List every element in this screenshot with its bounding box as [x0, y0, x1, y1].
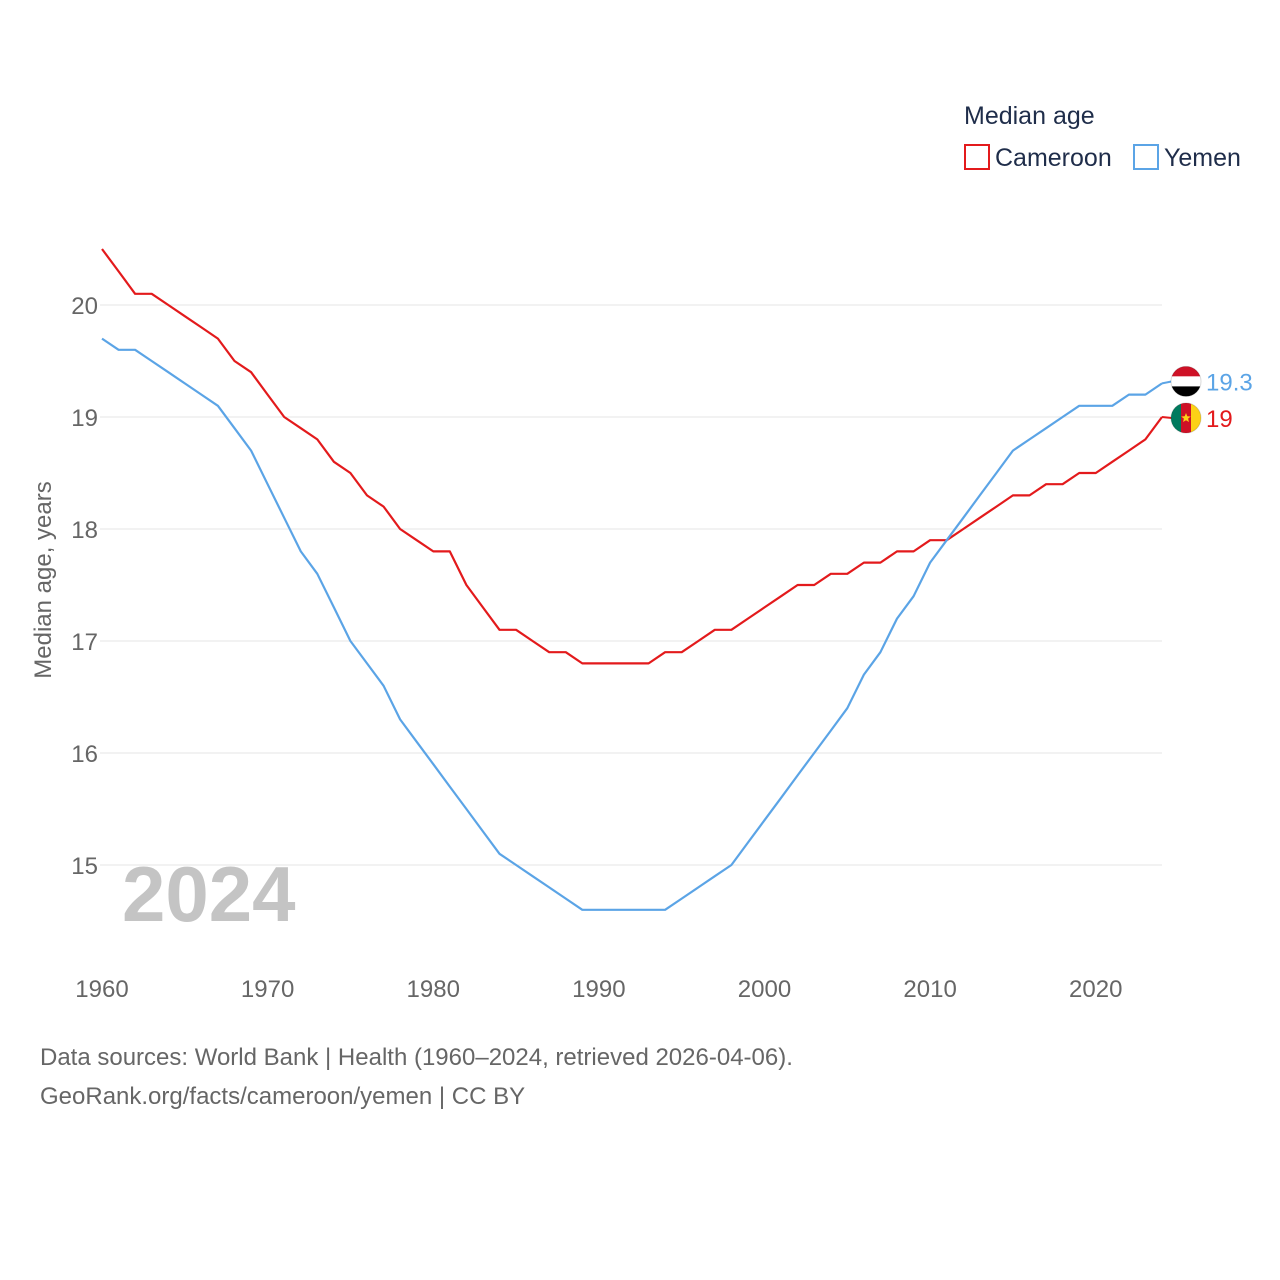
- x-tick-label: 2020: [1069, 976, 1122, 1003]
- x-tick-label: 1960: [75, 976, 128, 1003]
- footer-attribution[interactable]: GeoRank.org/facts/cameroon/yemen | CC BY: [40, 1083, 526, 1110]
- end-label-cameroon: 19: [1206, 406, 1233, 433]
- yemen-flag-icon: [1170, 365, 1202, 397]
- series-line-yemen[interactable]: [101, 337, 1163, 911]
- x-tick-label: 2000: [738, 976, 791, 1003]
- y-axis: 15 16 17 18 19 20: [71, 293, 98, 880]
- legend-swatch-yemen[interactable]: [1133, 144, 1159, 170]
- x-axis: 1960 1970 1980 1990 2000 2010 2020: [75, 976, 1122, 1003]
- cameroon-flag-icon: [1170, 402, 1202, 434]
- y-tick-label: 19: [71, 405, 98, 432]
- y-tick-label: 18: [71, 517, 98, 544]
- y-tick-label: 17: [71, 629, 98, 656]
- x-tick-label: 1990: [572, 976, 625, 1003]
- legend-label-cameroon[interactable]: Cameroon: [995, 144, 1112, 172]
- series-line-cameroon[interactable]: [101, 248, 1163, 665]
- y-tick-label: 16: [71, 741, 98, 768]
- end-connector-yemen: [1161, 380, 1173, 385]
- footer-sources: Data sources: World Bank | Health (1960–…: [40, 1044, 793, 1071]
- end-connector-cameroon: [1161, 416, 1173, 419]
- y-tick-label: 20: [71, 293, 98, 320]
- y-tick-label: 15: [71, 853, 98, 880]
- series-lines: [101, 248, 1163, 911]
- current-year-label: 2024: [122, 850, 296, 938]
- x-tick-label: 1970: [241, 976, 294, 1003]
- end-labels: 19 19.3: [1161, 365, 1253, 434]
- legend-title: Median age: [964, 102, 1095, 130]
- legend: Median age Cameroon Yemen: [964, 102, 1241, 172]
- x-tick-label: 2010: [903, 976, 956, 1003]
- legend-swatch-cameroon[interactable]: [964, 144, 990, 170]
- x-tick-label: 1980: [407, 976, 460, 1003]
- legend-label-yemen[interactable]: Yemen: [1164, 144, 1241, 172]
- grid: [100, 304, 1162, 866]
- end-label-yemen: 19.3: [1206, 369, 1253, 396]
- y-axis-title: Median age, years: [30, 481, 57, 678]
